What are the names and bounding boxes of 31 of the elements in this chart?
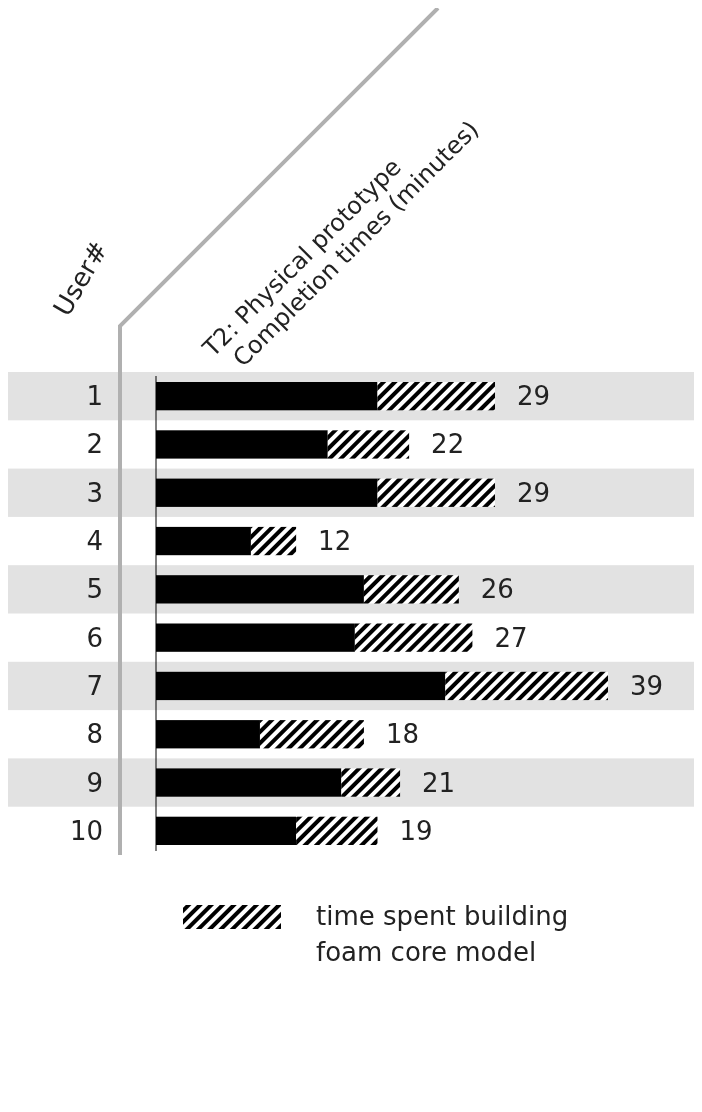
y-tick-label: 7 [86, 670, 103, 701]
bar [250, 526, 297, 556]
bar [354, 623, 473, 652]
y-tick-label: 3 [86, 477, 103, 508]
y-tick-label: 8 [86, 719, 103, 750]
annotation: 29 [517, 381, 551, 412]
y-tick-label: 6 [86, 622, 103, 653]
annotation: 27 [494, 622, 528, 653]
bar [259, 720, 364, 749]
legend-label: time spent building foam core model [316, 901, 569, 967]
bar [445, 671, 608, 701]
annotation: 22 [431, 429, 465, 460]
y-tick-label: 5 [86, 574, 103, 605]
annotation: 26 [480, 574, 514, 605]
bar [377, 478, 495, 507]
bar [296, 816, 378, 845]
y-tick-label: 1 [86, 381, 103, 412]
y-tick-label: 2 [86, 429, 103, 460]
annotation: 19 [399, 815, 433, 846]
bar [363, 575, 459, 604]
y-tick-label: 4 [86, 526, 103, 557]
bar [377, 382, 495, 411]
y-tick-label: 9 [86, 767, 103, 798]
annotation: 12 [318, 526, 352, 557]
annotation: 21 [422, 767, 456, 798]
bar [327, 430, 410, 459]
annotation: 29 [517, 477, 551, 508]
y-tick-label: 10 [69, 815, 103, 846]
bar [341, 768, 401, 797]
annotation: 39 [630, 670, 664, 701]
annotation: 18 [385, 719, 420, 750]
